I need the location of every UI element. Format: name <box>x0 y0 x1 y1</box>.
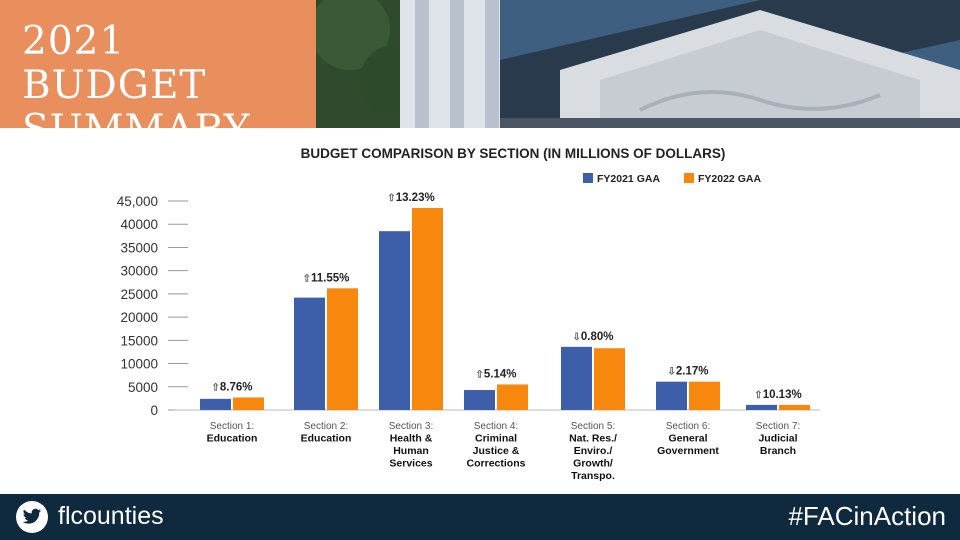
y-tick-label: 35000 <box>120 240 158 255</box>
chart-legend: FY2021 GAA FY2022 GAA <box>583 173 761 185</box>
x-label-section-4: Criminal <box>475 433 517 445</box>
y-tick-label: 45,000 <box>117 194 158 209</box>
annotation-section-7: ⇧10.13% <box>754 389 801 401</box>
annotation-arrow-up: ⇧ <box>303 273 311 284</box>
annotation-section-2: ⇧11.55% <box>303 272 350 284</box>
bar-fy2021-section-6 <box>656 381 687 410</box>
annotation-arrow-up: ⇧ <box>476 369 484 380</box>
bar-fy2021-section-3 <box>379 231 410 410</box>
x-label-section-1: Section 1: <box>210 421 254 432</box>
capitol-building-image <box>310 0 960 128</box>
x-label-section-7: Judicial <box>758 433 797 445</box>
bar-fy2022-section-7 <box>779 404 810 410</box>
title-line-1: 2021 BUDGET <box>22 19 207 108</box>
twitter-bird-icon <box>22 508 42 524</box>
y-tick-label: 10000 <box>120 357 158 372</box>
annotation-percent: 13.23% <box>396 192 435 204</box>
legend-label-2: FY2022 GAA <box>698 173 761 185</box>
x-label-section-6: Government <box>657 445 719 457</box>
annotation-percent: 5.14% <box>484 368 517 380</box>
bar-fy2022-section-5 <box>594 348 625 410</box>
annotations-group: ⇧8.76%⇧11.55%⇧13.23%⇧5.14%⇩0.80%⇩2.17%⇧1… <box>212 192 802 401</box>
annotation-arrow-up: ⇧ <box>387 193 395 204</box>
annotation-section-5: ⇩0.80% <box>573 331 614 343</box>
annotation-section-1: ⇧8.76% <box>212 381 253 393</box>
bars-group <box>200 207 810 410</box>
annotation-percent: 2.17% <box>676 366 709 378</box>
annotation-arrow-up: ⇧ <box>754 390 762 401</box>
bar-fy2022-section-2 <box>327 288 358 410</box>
x-label-section-4: Section 4: <box>474 421 518 432</box>
bar-fy2022-section-3 <box>412 207 443 410</box>
y-tick-label: 20000 <box>120 310 158 325</box>
y-tick-label: 15000 <box>120 333 158 348</box>
twitter-handle[interactable]: flcounties <box>58 502 164 530</box>
annotation-percent: 11.55% <box>311 272 349 284</box>
annotation-percent: 8.76% <box>220 381 253 393</box>
x-label-section-3: Services <box>389 458 432 470</box>
x-label-section-3: Section 3: <box>389 421 433 432</box>
x-label-section-3: Human <box>393 445 429 457</box>
legend-swatch-1 <box>583 173 593 183</box>
x-label-section-5: Transpo. <box>571 470 615 482</box>
y-tick-label: 0 <box>150 403 158 418</box>
chart-svg: BUDGET COMPARISON BY SECTION (IN MILLION… <box>117 146 820 482</box>
bar-fy2021-section-1 <box>200 398 231 410</box>
bar-fy2022-section-1 <box>233 397 264 410</box>
x-label-section-6: Section 6: <box>666 421 710 432</box>
x-label-section-5: Section 5: <box>571 421 615 432</box>
y-tick-label: 40000 <box>120 217 158 232</box>
annotation-arrow-up: ⇧ <box>212 382 220 393</box>
x-label-section-2: Section 2: <box>304 421 348 432</box>
x-label-section-1: Education <box>207 433 258 445</box>
x-label-section-2: Education <box>301 433 352 445</box>
annotation-section-3: ⇧13.23% <box>387 192 434 204</box>
title-box: 2021 BUDGET SUMMARY <box>0 0 316 152</box>
bar-fy2021-section-7 <box>746 404 777 410</box>
x-label-section-5: Enviro./ <box>574 445 613 457</box>
bar-fy2022-section-4 <box>497 384 528 410</box>
twitter-icon[interactable] <box>16 501 48 533</box>
x-label-section-5: Nat. Res./ <box>569 433 617 445</box>
x-label-section-7: Branch <box>760 445 796 457</box>
x-label-section-4: Justice & <box>473 445 520 457</box>
y-tick-label: 30000 <box>120 264 158 279</box>
chart-title: BUDGET COMPARISON BY SECTION (IN MILLION… <box>301 146 726 161</box>
x-label-section-3: Health & <box>390 433 433 445</box>
x-label-section-4: Corrections <box>467 458 526 470</box>
bar-fy2021-section-5 <box>561 346 592 410</box>
y-tick-label: 25000 <box>120 287 158 302</box>
x-label-section-5: Growth/ <box>573 458 613 470</box>
annotation-section-4: ⇧5.14% <box>476 368 517 380</box>
annotation-arrow-down: ⇩ <box>573 332 581 343</box>
bar-fy2022-section-6 <box>689 381 720 410</box>
budget-chart: BUDGET COMPARISON BY SECTION (IN MILLION… <box>0 128 960 494</box>
annotation-percent: 0.80% <box>581 331 614 343</box>
bar-fy2021-section-2 <box>294 297 325 410</box>
annotation-section-6: ⇩2.17% <box>668 366 709 378</box>
x-label-section-7: Section 7: <box>756 421 800 432</box>
legend-swatch-2 <box>684 173 694 183</box>
annotation-percent: 10.13% <box>763 389 802 401</box>
title-line-2: SUMMARY <box>22 107 251 152</box>
legend-label-1: FY2021 GAA <box>597 173 660 185</box>
annotation-arrow-down: ⇩ <box>668 367 676 378</box>
hashtag[interactable]: #FACinAction <box>788 501 946 531</box>
footer-bar: flcounties #FACinAction <box>0 494 960 540</box>
bar-fy2021-section-4 <box>464 390 495 410</box>
y-tick-label: 5000 <box>128 380 158 395</box>
header-building-photo <box>0 0 960 128</box>
x-label-section-6: General <box>668 433 707 445</box>
